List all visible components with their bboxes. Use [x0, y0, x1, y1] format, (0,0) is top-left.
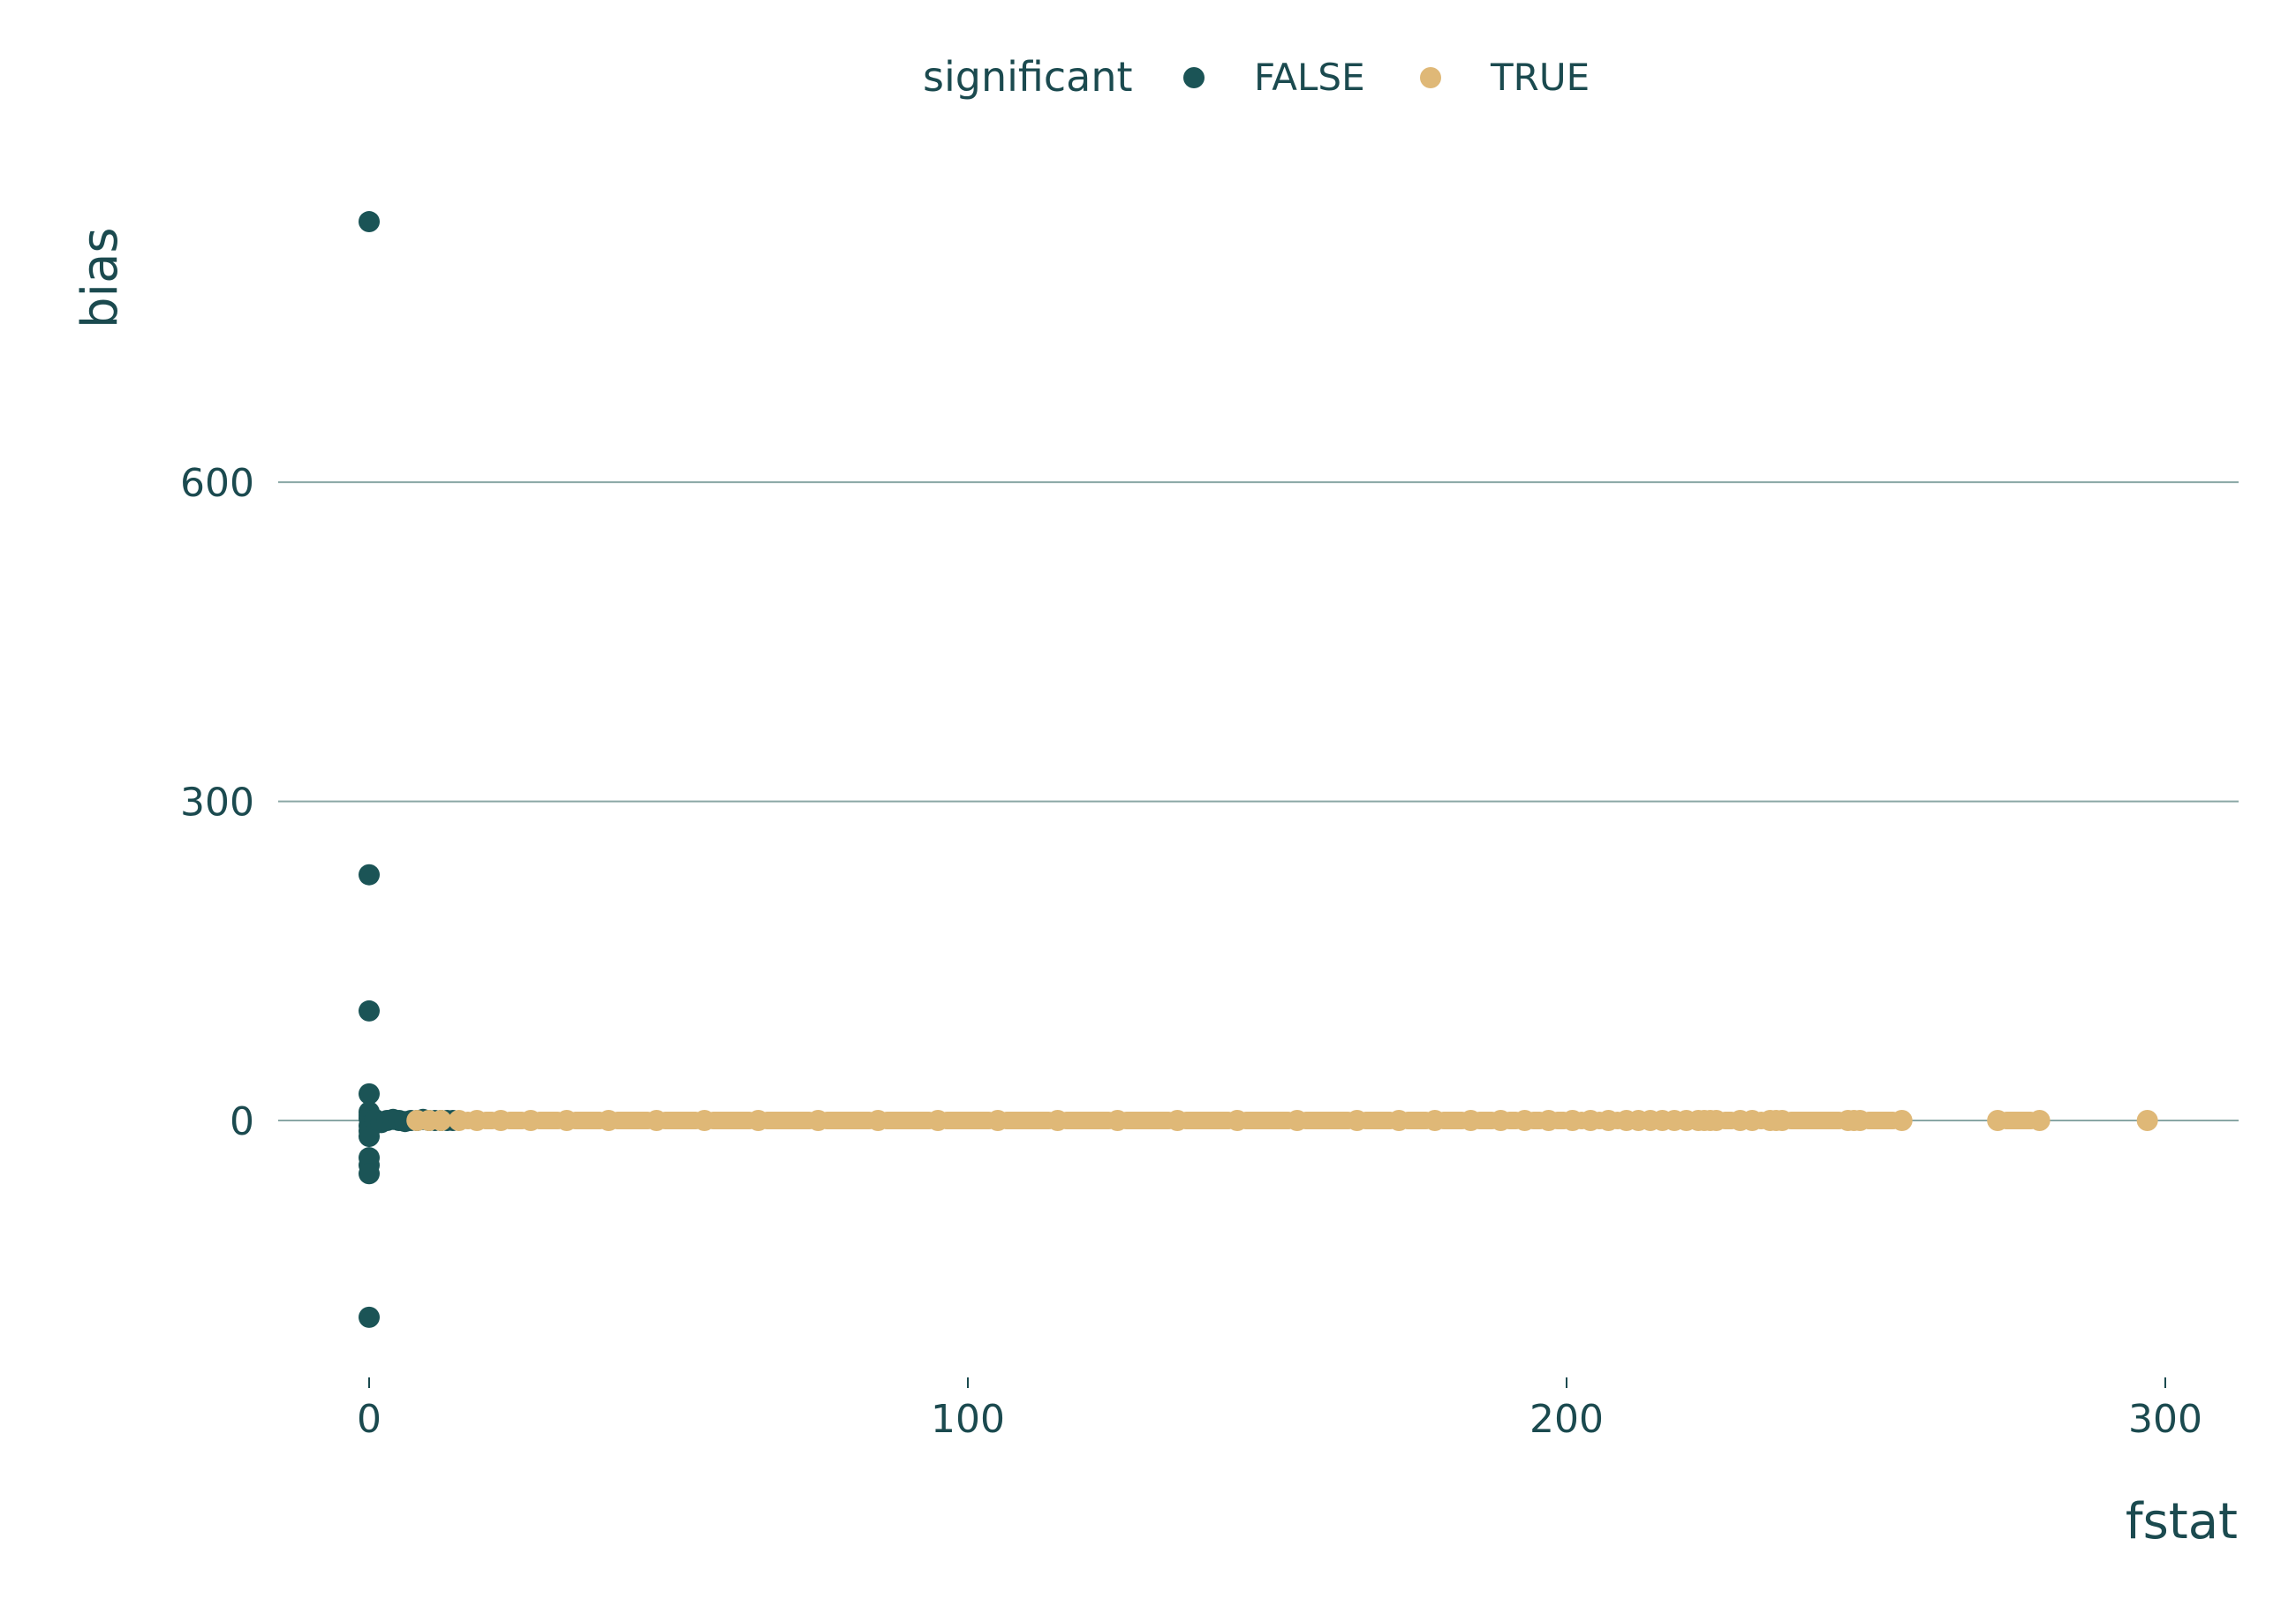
point-band-true-11 — [758, 1112, 819, 1129]
point-true-11 — [747, 1110, 769, 1131]
point-true-20 — [1286, 1110, 1308, 1131]
point-true-23 — [1424, 1110, 1446, 1131]
point-true-19 — [1227, 1110, 1249, 1131]
point-false-12 — [359, 1163, 380, 1185]
point-true-42 — [1741, 1110, 1764, 1131]
point-band-true-16 — [1057, 1112, 1118, 1129]
point-true-12 — [807, 1110, 829, 1131]
point-false-3 — [359, 1083, 380, 1105]
point-true-14 — [927, 1110, 949, 1131]
legend-key-true — [1420, 67, 1441, 88]
point-true-17 — [1106, 1110, 1129, 1131]
point-true-49 — [1891, 1110, 1913, 1131]
point-band-true-17 — [1117, 1112, 1178, 1129]
point-true-21 — [1346, 1110, 1368, 1131]
point-band-true-12 — [818, 1112, 879, 1129]
point-false-2 — [359, 1000, 380, 1022]
point-true-22 — [1388, 1110, 1410, 1131]
y-tick-label-300: 300 — [180, 781, 254, 826]
point-true-5 — [490, 1110, 512, 1131]
point-band-true-10 — [704, 1112, 759, 1129]
point-true-6 — [520, 1110, 542, 1131]
x-axis-ticks: 0 100 200 300 — [357, 1377, 2202, 1442]
legend-label-false: FALSE — [1254, 56, 1365, 99]
point-true-27 — [1537, 1110, 1560, 1131]
y-tick-label-600: 600 — [180, 461, 254, 506]
point-true-8 — [598, 1110, 620, 1131]
x-tick-label-200: 200 — [1529, 1397, 1604, 1442]
point-band-true-48 — [1860, 1112, 1902, 1129]
y-axis-ticks: 0 300 600 — [180, 461, 254, 1144]
point-true-10 — [693, 1110, 715, 1131]
point-true-7 — [555, 1110, 578, 1131]
point-true-52 — [2136, 1110, 2158, 1131]
point-true-30 — [1597, 1110, 1620, 1131]
point-true-26 — [1514, 1110, 1536, 1131]
point-true-2 — [430, 1110, 452, 1131]
point-true-4 — [466, 1110, 488, 1131]
point-band-true-19 — [1237, 1112, 1297, 1129]
point-true-51 — [2028, 1110, 2051, 1131]
x-tick-label-0: 0 — [357, 1397, 381, 1442]
point-band-true-18 — [1177, 1112, 1238, 1129]
point-true-16 — [1046, 1110, 1069, 1131]
point-true-48 — [1849, 1110, 1871, 1131]
point-true-50 — [1987, 1110, 2009, 1131]
point-true-25 — [1490, 1110, 1512, 1131]
y-tick-label-0: 0 — [230, 1099, 254, 1144]
point-band-true-14 — [938, 1112, 998, 1129]
y-axis-title: bias — [72, 227, 129, 328]
legend-title: significant — [923, 53, 1133, 101]
data-points — [359, 211, 2158, 1328]
point-false-9 — [359, 1126, 380, 1148]
x-axis-title: fstat — [2126, 1493, 2238, 1550]
legend-label-true: TRUE — [1490, 56, 1590, 99]
point-false-13 — [359, 1306, 380, 1328]
point-true-15 — [986, 1110, 1008, 1131]
point-true-3 — [448, 1110, 470, 1131]
x-tick-label-100: 100 — [931, 1397, 1005, 1442]
point-true-24 — [1460, 1110, 1482, 1131]
point-true-45 — [1771, 1110, 1794, 1131]
legend: significant FALSE TRUE — [923, 53, 1590, 101]
point-false-1 — [359, 864, 380, 886]
point-true-40 — [1705, 1110, 1727, 1131]
point-true-18 — [1167, 1110, 1189, 1131]
point-true-13 — [867, 1110, 889, 1131]
point-band-true-13 — [878, 1112, 939, 1129]
gridlines — [278, 481, 2239, 1121]
point-band-true-20 — [1296, 1112, 1357, 1129]
point-band-true-45 — [1782, 1112, 1848, 1129]
point-true-28 — [1561, 1110, 1583, 1131]
x-tick-label-300: 300 — [2128, 1397, 2202, 1442]
legend-key-false — [1183, 67, 1205, 88]
point-true-9 — [646, 1110, 668, 1131]
point-true-29 — [1580, 1110, 1602, 1131]
point-band-true-8 — [608, 1112, 657, 1129]
point-band-true-7 — [566, 1112, 609, 1129]
point-band-true-15 — [997, 1112, 1058, 1129]
point-band-true-50 — [1998, 1112, 2040, 1129]
point-false-0 — [359, 211, 380, 233]
point-band-true-9 — [656, 1112, 705, 1129]
point-band-true-21 — [1356, 1112, 1400, 1129]
